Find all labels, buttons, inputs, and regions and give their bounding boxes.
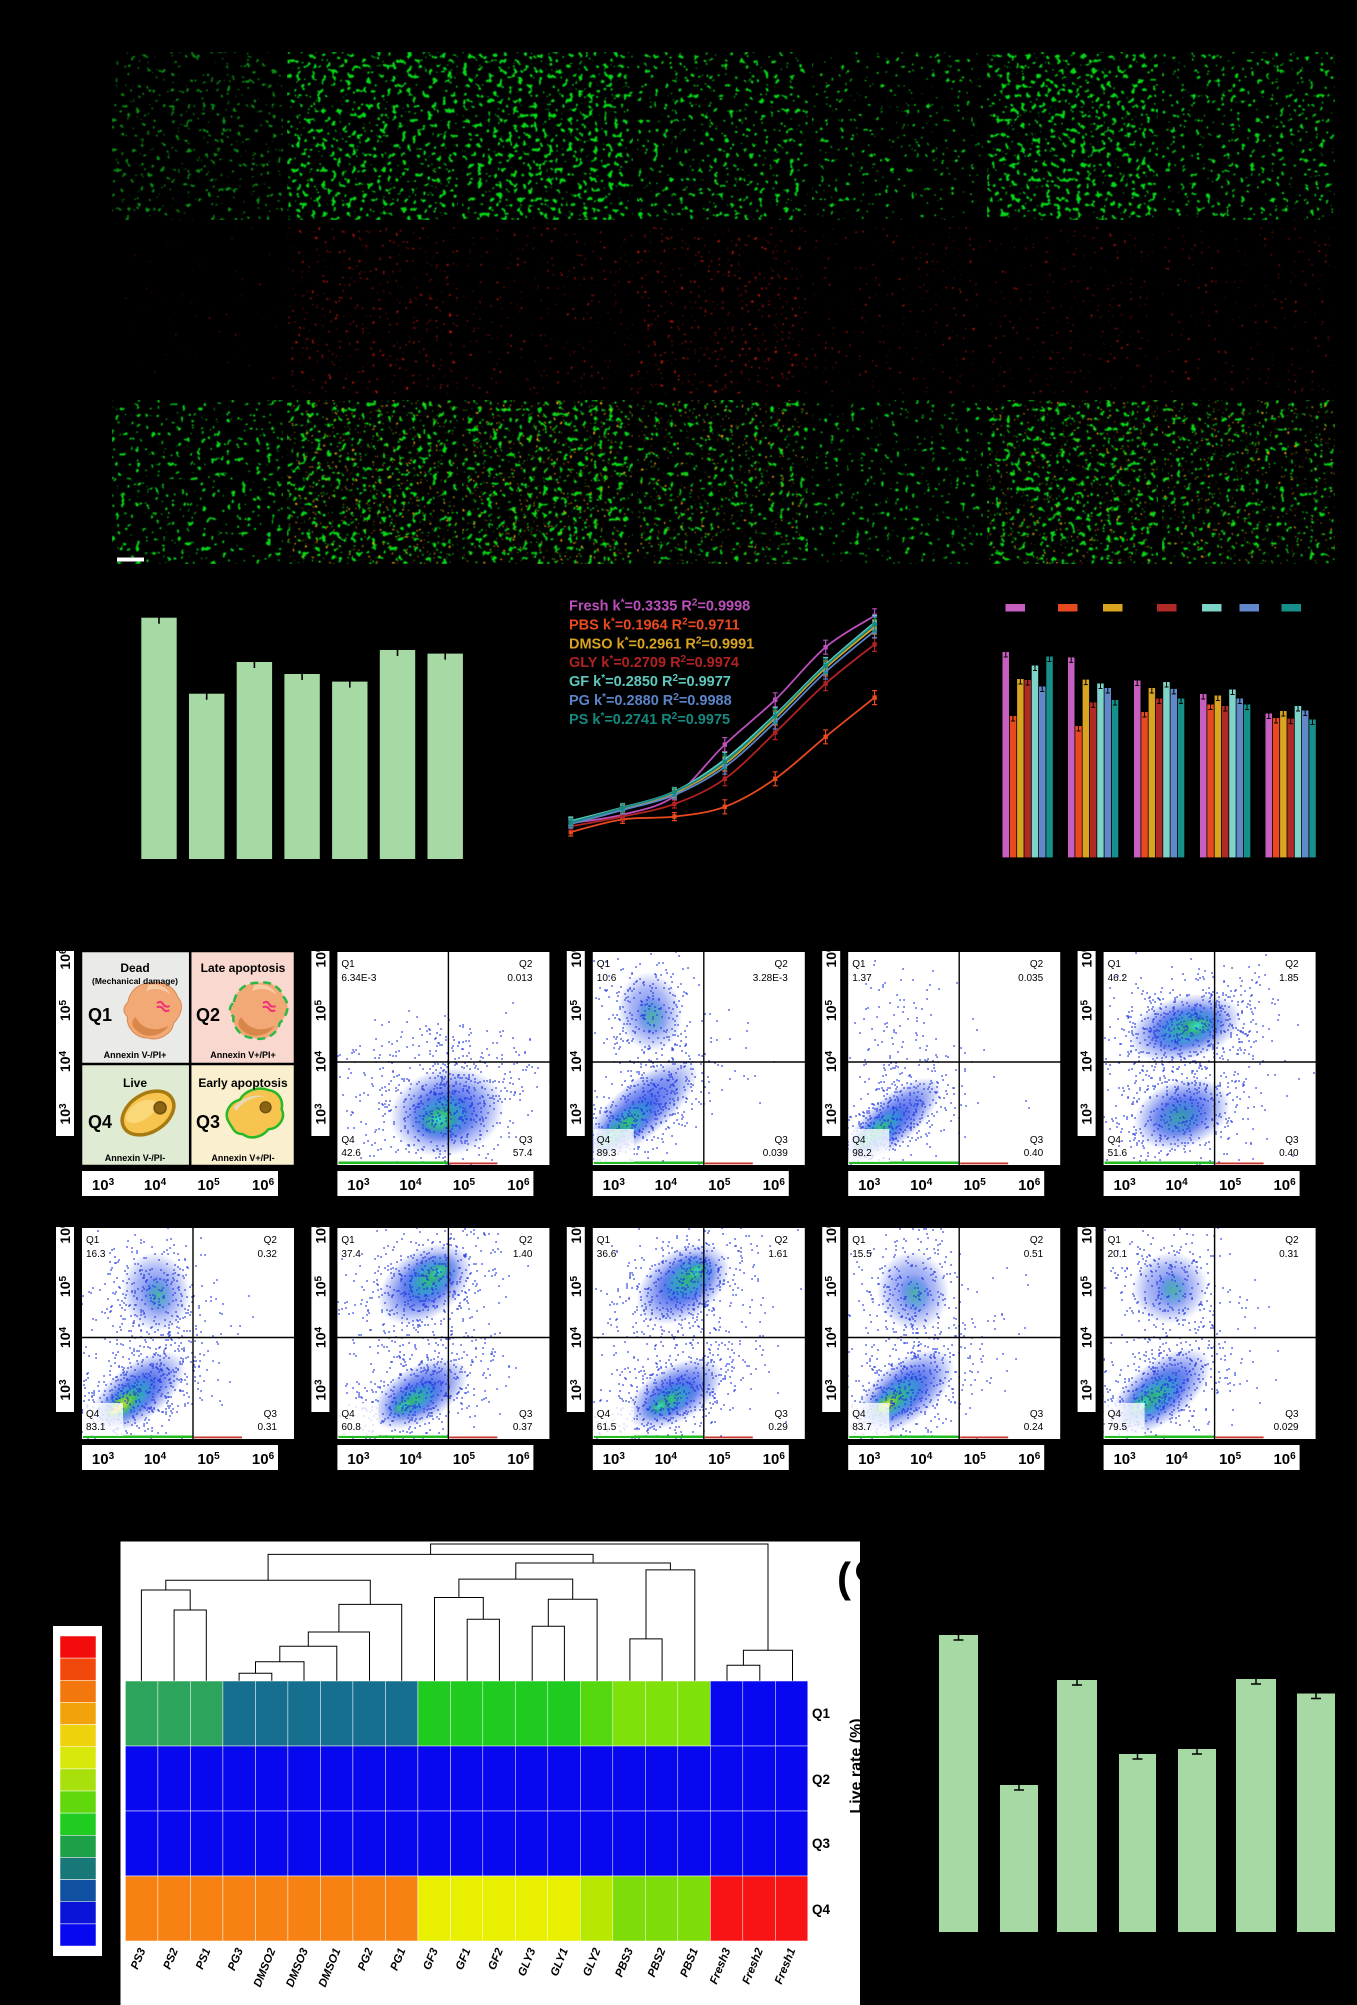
svg-text:Q3: Q3 bbox=[1030, 1409, 1044, 1420]
svg-text:Q2: Q2 bbox=[264, 1235, 278, 1246]
svg-text:Annexin V-/PI-: Annexin V-/PI- bbox=[105, 1153, 166, 1163]
svg-text:98.2: 98.2 bbox=[852, 1148, 872, 1159]
svg-text:Q3: Q3 bbox=[519, 1135, 533, 1146]
svg-text:(: ( bbox=[837, 1554, 851, 1601]
svg-text:0.039: 0.039 bbox=[763, 1148, 788, 1159]
svg-text:Q3: Q3 bbox=[196, 1112, 220, 1132]
svg-text:Q2: Q2 bbox=[519, 959, 533, 970]
svg-text:0.31: 0.31 bbox=[258, 1422, 278, 1433]
svg-text:Q3: Q3 bbox=[519, 1409, 533, 1420]
svg-text:Early apoptosis: Early apoptosis bbox=[198, 1076, 288, 1090]
svg-text:20.1: 20.1 bbox=[1108, 1249, 1128, 1260]
svg-text:Q4: Q4 bbox=[852, 1135, 866, 1146]
svg-text:Q3: Q3 bbox=[1030, 1135, 1044, 1146]
svg-text:0.37: 0.37 bbox=[513, 1422, 533, 1433]
svg-text:Q4: Q4 bbox=[597, 1409, 611, 1420]
svg-text:Q1: Q1 bbox=[852, 1235, 866, 1246]
svg-text:Annexin V+/PI-: Annexin V+/PI- bbox=[211, 1153, 274, 1163]
svg-text:GLY k*=0.2709 R2=0.9974: GLY k*=0.2709 R2=0.9974 bbox=[569, 654, 739, 671]
svg-text:Q2: Q2 bbox=[1030, 959, 1044, 970]
svg-text:Q4: Q4 bbox=[341, 1135, 355, 1146]
svg-text:Q3: Q3 bbox=[812, 1836, 831, 1851]
svg-text:57.4: 57.4 bbox=[513, 1148, 533, 1159]
svg-text:6.34E-3: 6.34E-3 bbox=[341, 973, 376, 984]
svg-text:Q1: Q1 bbox=[341, 1235, 355, 1246]
svg-text:0.013: 0.013 bbox=[507, 973, 532, 984]
svg-text:37.4: 37.4 bbox=[341, 1249, 361, 1260]
svg-text:0.029: 0.029 bbox=[1274, 1422, 1299, 1433]
svg-text:0.24: 0.24 bbox=[1024, 1422, 1044, 1433]
svg-text:1.61: 1.61 bbox=[768, 1249, 788, 1260]
svg-text:Q1: Q1 bbox=[812, 1706, 831, 1721]
svg-text:Dead: Dead bbox=[120, 961, 149, 975]
svg-text:Q2: Q2 bbox=[196, 1005, 220, 1025]
svg-text:(Mechanical damage): (Mechanical damage) bbox=[92, 976, 178, 986]
svg-text:16.3: 16.3 bbox=[86, 1249, 106, 1260]
svg-text:Annexin V-/PI+: Annexin V-/PI+ bbox=[104, 1050, 167, 1060]
svg-text:Q2: Q2 bbox=[774, 1235, 788, 1246]
svg-text:83.7: 83.7 bbox=[852, 1422, 872, 1433]
svg-text:Late apoptosis: Late apoptosis bbox=[201, 961, 286, 975]
svg-text:Q1: Q1 bbox=[88, 1005, 112, 1025]
svg-text:0.40: 0.40 bbox=[1279, 1148, 1299, 1159]
svg-text:GF k*=0.2850 R2=0.9977: GF k*=0.2850 R2=0.9977 bbox=[569, 673, 731, 690]
svg-text:Fresh k*=0.3335 R2=0.9998: Fresh k*=0.3335 R2=0.9998 bbox=[569, 598, 750, 615]
svg-text:3.28E-3: 3.28E-3 bbox=[753, 973, 788, 984]
svg-text:Q2: Q2 bbox=[774, 959, 788, 970]
svg-text:42.6: 42.6 bbox=[341, 1148, 361, 1159]
svg-text:Q4: Q4 bbox=[812, 1902, 831, 1917]
svg-text:89.3: 89.3 bbox=[597, 1148, 617, 1159]
svg-text:PG k*=0.2880 R2=0.9988: PG k*=0.2880 R2=0.9988 bbox=[569, 692, 732, 709]
svg-text:46.2: 46.2 bbox=[1108, 973, 1128, 984]
svg-text:36.6: 36.6 bbox=[597, 1249, 617, 1260]
svg-text:83.1: 83.1 bbox=[86, 1422, 106, 1433]
svg-text:Q4: Q4 bbox=[852, 1409, 866, 1420]
svg-text:Q4: Q4 bbox=[88, 1112, 112, 1132]
svg-text:Live rate (%): Live rate (%) bbox=[848, 1718, 865, 1813]
svg-text:Q3: Q3 bbox=[774, 1409, 788, 1420]
svg-text:Annexin V+/PI+: Annexin V+/PI+ bbox=[210, 1050, 276, 1060]
svg-text:Q1: Q1 bbox=[1108, 1235, 1122, 1246]
svg-text:Q3: Q3 bbox=[264, 1409, 278, 1420]
svg-text:Q1: Q1 bbox=[341, 959, 355, 970]
svg-text:PBS k*=0.1964 R2=0.9711: PBS k*=0.1964 R2=0.9711 bbox=[569, 616, 740, 633]
svg-text:0.32: 0.32 bbox=[258, 1249, 278, 1260]
svg-text:Q2: Q2 bbox=[1285, 959, 1299, 970]
svg-text:10.6: 10.6 bbox=[597, 973, 617, 984]
svg-text:Q1: Q1 bbox=[86, 1235, 100, 1246]
svg-text:Q4: Q4 bbox=[1108, 1409, 1122, 1420]
svg-text:1.37: 1.37 bbox=[852, 973, 872, 984]
svg-text:Q2: Q2 bbox=[812, 1772, 830, 1787]
svg-text:Q4: Q4 bbox=[86, 1409, 100, 1420]
svg-text:Q3: Q3 bbox=[1285, 1135, 1299, 1146]
svg-text:Live: Live bbox=[123, 1076, 147, 1090]
svg-text:0.29: 0.29 bbox=[768, 1422, 788, 1433]
svg-text:Q3: Q3 bbox=[774, 1135, 788, 1146]
svg-text:Q2: Q2 bbox=[519, 1235, 533, 1246]
svg-text:79.5: 79.5 bbox=[1108, 1422, 1128, 1433]
svg-text:1.85: 1.85 bbox=[1279, 973, 1299, 984]
svg-text:0.51: 0.51 bbox=[1024, 1249, 1044, 1260]
svg-text:61.5: 61.5 bbox=[597, 1422, 617, 1433]
svg-text:Q1: Q1 bbox=[597, 1235, 611, 1246]
svg-text:51.6: 51.6 bbox=[1108, 1148, 1128, 1159]
svg-text:Q1: Q1 bbox=[597, 959, 611, 970]
svg-text:PS k*=0.2741 R2=0.9975: PS k*=0.2741 R2=0.9975 bbox=[569, 711, 730, 728]
svg-text:0.31: 0.31 bbox=[1279, 1249, 1299, 1260]
svg-text:Q1: Q1 bbox=[1108, 959, 1122, 970]
svg-text:60.8: 60.8 bbox=[341, 1422, 361, 1433]
svg-text:Q1: Q1 bbox=[852, 959, 866, 970]
svg-text:Q3: Q3 bbox=[1285, 1409, 1299, 1420]
svg-text:0.40: 0.40 bbox=[1024, 1148, 1044, 1159]
svg-text:Q4: Q4 bbox=[1108, 1135, 1122, 1146]
svg-text:Q2: Q2 bbox=[1030, 1235, 1044, 1246]
svg-text:DMSO k*=0.2961 R2=0.9991: DMSO k*=0.2961 R2=0.9991 bbox=[569, 635, 754, 652]
svg-text:Q4: Q4 bbox=[597, 1135, 611, 1146]
svg-text:0.035: 0.035 bbox=[1018, 973, 1043, 984]
svg-text:1.40: 1.40 bbox=[513, 1249, 533, 1260]
svg-text:15.5: 15.5 bbox=[852, 1249, 872, 1260]
svg-text:Q2: Q2 bbox=[1285, 1235, 1299, 1246]
svg-text:Q4: Q4 bbox=[341, 1409, 355, 1420]
